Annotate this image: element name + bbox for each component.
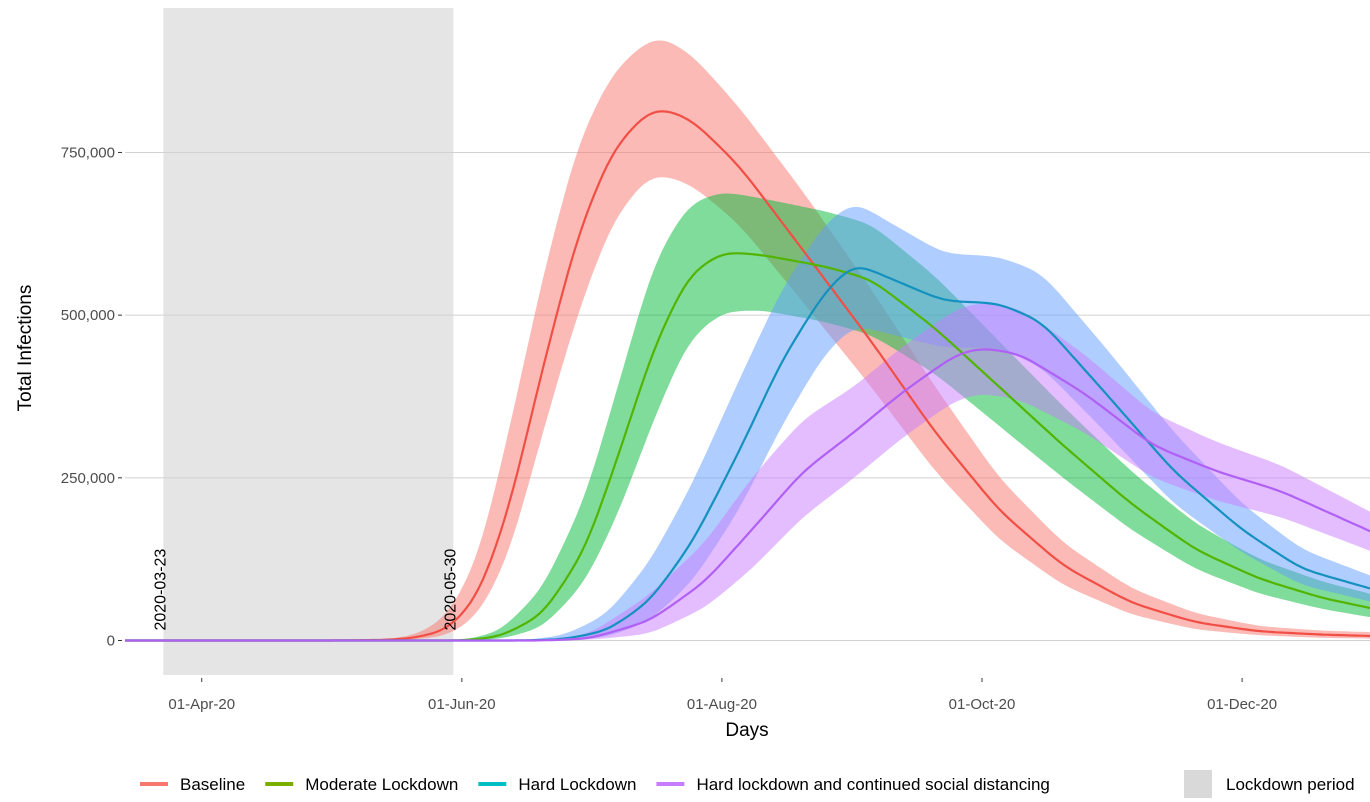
x-axis-title: Days [725, 720, 768, 741]
axes-layer: 0 250,000 500,000 750,000 01-Apr-20 01-Jun-20… [61, 144, 1277, 713]
legend-label: Hard Lockdown [518, 775, 636, 794]
series-lines-layer [125, 110, 1370, 642]
y-tick-label: 500,000 [61, 307, 115, 324]
ci-band-hard-lockdown-and-continued-social-distancing [125, 303, 1370, 641]
x-tick-label: 01-Apr-20 [168, 696, 235, 713]
series-line-hard-lockdown-and-continued-social-distancing [125, 348, 1370, 642]
x-tick-label: 01-Oct-20 [949, 696, 1016, 713]
x-tick-label: 01-Dec-20 [1207, 696, 1277, 713]
y-tick-label: 750,000 [61, 144, 115, 161]
y-tick-label: 250,000 [61, 470, 115, 487]
lockdown-date-label: 2020-05-30 [442, 549, 459, 631]
lockdown-date-label: 2020-03-23 [152, 549, 169, 631]
x-tick-label: 01-Aug-20 [687, 696, 757, 713]
date-annotations-layer: 2020-03-23 2020-05-30 [152, 549, 459, 631]
x-tick-label: 01-Jun-20 [428, 696, 496, 713]
y-tick-label: 0 [107, 633, 115, 650]
ci-band-moderate-lockdown [125, 193, 1370, 641]
confidence-bands-layer [125, 40, 1370, 641]
legend: Baseline Moderate Lockdown Hard Lockdown Ha… [140, 770, 1355, 798]
ci-band-baseline [125, 40, 1370, 641]
legend-key-lockdown-period [1184, 770, 1212, 798]
legend-label: Baseline [180, 775, 245, 794]
legend-label: Moderate Lockdown [305, 775, 458, 794]
legend-label: Hard lockdown and continued social dista… [696, 775, 1049, 794]
lockdown-period-band [163, 8, 454, 675]
legend-label-lockdown-period: Lockdown period [1226, 775, 1355, 794]
lockdown-shading-layer [163, 8, 454, 675]
y-axis-title: Total Infections [15, 285, 36, 412]
ci-band-hard-lockdown [125, 207, 1370, 641]
